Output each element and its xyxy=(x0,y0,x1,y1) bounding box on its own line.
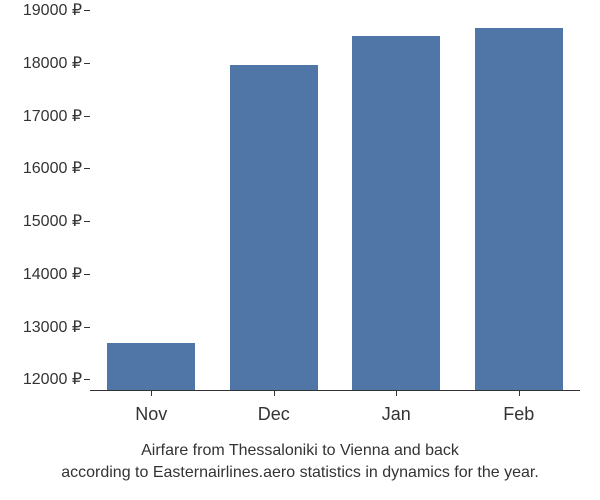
bar xyxy=(107,343,195,391)
bar xyxy=(352,36,440,390)
x-category-label: Nov xyxy=(135,404,167,425)
y-tick-label: 14000 ₽ xyxy=(23,264,82,284)
y-tick-mark xyxy=(84,221,90,222)
bar xyxy=(230,65,318,390)
y-tick-mark xyxy=(84,168,90,169)
x-category-label: Dec xyxy=(258,404,290,425)
y-tick-mark xyxy=(84,116,90,117)
x-category-label: Feb xyxy=(503,404,534,425)
y-tick-mark xyxy=(84,10,90,11)
y-tick-mark xyxy=(84,63,90,64)
y-tick-label: 12000 ₽ xyxy=(23,369,82,389)
x-tick-mark xyxy=(151,390,152,396)
x-tick-mark xyxy=(274,390,275,396)
y-tick-mark xyxy=(84,379,90,380)
y-tick-mark xyxy=(84,327,90,328)
chart-caption: Airfare from Thessaloniki to Vienna and … xyxy=(0,440,600,483)
y-tick-label: 13000 ₽ xyxy=(23,317,82,337)
x-axis-line xyxy=(90,390,580,391)
caption-line: according to Easternairlines.aero statis… xyxy=(0,462,600,484)
airfare-bar-chart: 12000 ₽ 13000 ₽ 14000 ₽ 15000 ₽ 16000 ₽ 17000… xyxy=(0,0,600,500)
bar xyxy=(475,28,563,390)
y-tick-mark xyxy=(84,274,90,275)
x-tick-mark xyxy=(396,390,397,396)
x-category-label: Jan xyxy=(382,404,411,425)
y-tick-label: 15000 ₽ xyxy=(23,211,82,231)
y-tick-label: 18000 ₽ xyxy=(23,53,82,73)
x-tick-mark xyxy=(519,390,520,396)
y-tick-label: 17000 ₽ xyxy=(23,106,82,126)
y-tick-label: 19000 ₽ xyxy=(23,0,82,20)
y-tick-label: 16000 ₽ xyxy=(23,158,82,178)
caption-line: Airfare from Thessaloniki to Vienna and … xyxy=(0,440,600,462)
